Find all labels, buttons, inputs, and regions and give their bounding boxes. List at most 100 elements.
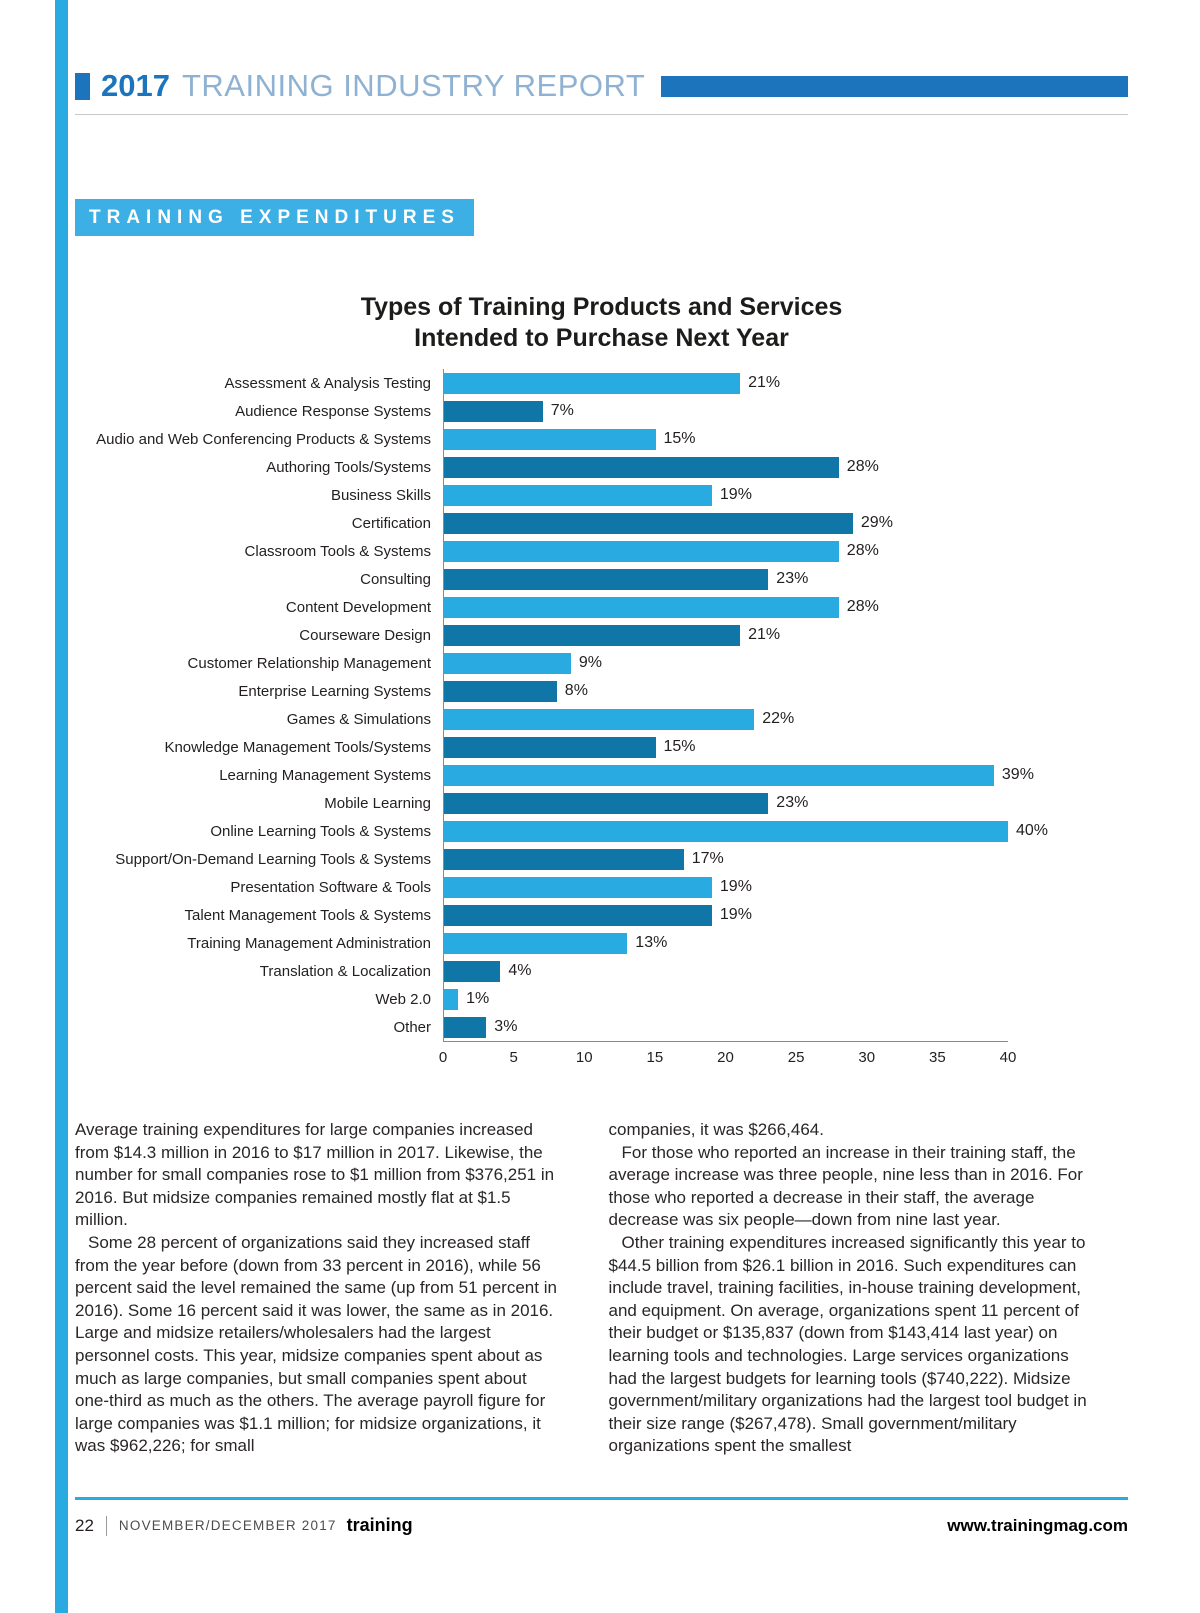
value-label: 23% (776, 570, 809, 587)
article-body: Average training expenditures for large … (75, 1119, 1128, 1458)
category-label: Classroom Tools & Systems (244, 542, 431, 560)
article-paragraph: Average training expenditures for large … (75, 1120, 555, 1230)
article-column-right: companies, it was $266,464. For those who… (609, 1119, 1095, 1458)
bar-track: 17% (443, 845, 1008, 873)
category-label: Online Learning Tools & Systems (210, 822, 431, 840)
bar (444, 708, 755, 730)
page-content: 2017 TRAINING INDUSTRY REPORT TRAINING E… (75, 0, 1128, 1458)
value-label: 29% (860, 514, 893, 531)
bar-track: 19% (443, 901, 1008, 929)
chart-row: Web 2.0 1% (75, 985, 1128, 1013)
value-label: 3% (494, 1018, 518, 1035)
bar (444, 680, 557, 702)
bar-track: 21% (443, 369, 1008, 397)
category-label: Audio and Web Conferencing Products & Sy… (96, 430, 431, 448)
chart-row: Presentation Software & Tools 19% (75, 873, 1128, 901)
category-label: Games & Simulations (286, 710, 431, 728)
bar-track: 15% (443, 733, 1008, 761)
value-label: 19% (719, 906, 752, 923)
bar-track: 13% (443, 929, 1008, 957)
value-label: 17% (691, 850, 724, 867)
bar (444, 400, 543, 422)
bar-track: 9% (443, 649, 1008, 677)
bar-track: 8% (443, 677, 1008, 705)
category-label: Translation & Localization (259, 962, 431, 980)
bar (444, 568, 769, 590)
section-badge: TRAINING EXPENDITURES (75, 199, 474, 236)
chart-row: Business Skills 19% (75, 481, 1128, 509)
x-axis-labels: 0 5 10 15 20 25 30 35 40 (439, 1049, 1017, 1069)
category-label: Support/On-Demand Learning Tools & Syste… (115, 850, 431, 868)
bar-track: 21% (443, 621, 1008, 649)
report-year: 2017 (101, 68, 170, 103)
training-purchases-bar-chart: Types of Training Products and Services … (75, 292, 1128, 1069)
chart-row: Audio and Web Conferencing Products & Sy… (75, 425, 1128, 453)
category-label: Knowledge Management Tools/Systems (164, 738, 431, 756)
category-label: Presentation Software & Tools (230, 878, 431, 896)
chart-row: Knowledge Management Tools/Systems 15% (75, 733, 1128, 761)
category-label: Authoring Tools/Systems (266, 458, 431, 476)
category-label: Training Management Administration (187, 934, 431, 952)
report-header: 2017 TRAINING INDUSTRY REPORT (75, 68, 1128, 115)
value-label: 28% (846, 598, 879, 615)
bar (444, 736, 656, 758)
bar-track: 29% (443, 509, 1008, 537)
bar-track: 19% (443, 481, 1008, 509)
chart-row: Content Development 28% (75, 593, 1128, 621)
value-label: 28% (846, 542, 879, 559)
value-label: 15% (663, 430, 696, 447)
category-label: Mobile Learning (324, 794, 431, 812)
bar (444, 652, 571, 674)
category-label: Talent Management Tools & Systems (184, 906, 431, 924)
bar (444, 372, 741, 394)
article-paragraph: companies, it was $266,464. (608, 1120, 824, 1139)
x-axis-tick-label: 30 (858, 1049, 876, 1066)
category-label: Enterprise Learning Systems (238, 682, 431, 700)
bar-track: 7% (443, 397, 1008, 425)
chart-row: Customer Relationship Management 9% (75, 649, 1128, 677)
footer-magazine-wordmark: training (346, 1515, 413, 1535)
chart-row: Assessment & Analysis Testing 21% (75, 369, 1128, 397)
article-paragraph: For those who reported an increase in th… (608, 1142, 1083, 1230)
value-label: 40% (1016, 822, 1049, 839)
value-label: 39% (1001, 766, 1034, 783)
category-label: Web 2.0 (375, 990, 431, 1008)
x-axis-tick-label: 15 (646, 1049, 664, 1066)
category-label: Business Skills (330, 486, 431, 504)
value-label: 19% (719, 486, 752, 503)
chart-row: Classroom Tools & Systems 28% (75, 537, 1128, 565)
article-paragraph: Some 28 percent of organizations said th… (75, 1232, 557, 1456)
footer-website: www.trainingmag.com (947, 1515, 1128, 1535)
bar (444, 540, 839, 562)
bar-track: 15% (443, 425, 1008, 453)
bar (444, 456, 839, 478)
header-rule-bar (661, 75, 1128, 97)
bar (444, 428, 656, 450)
footer-page-number: 22 (75, 1515, 94, 1535)
chart-title-line-1: Types of Training Products and Services (360, 293, 843, 321)
bar (444, 764, 994, 786)
bar-track: 23% (443, 565, 1008, 593)
value-label: 15% (663, 738, 696, 755)
chart-row: Talent Management Tools & Systems 19% (75, 901, 1128, 929)
value-label: 19% (719, 878, 752, 895)
bar-track: 23% (443, 789, 1008, 817)
chart-row: Games & Simulations 22% (75, 705, 1128, 733)
bar (444, 932, 628, 954)
chart-row: Mobile Learning 23% (75, 789, 1128, 817)
bar (444, 512, 853, 534)
value-label: 4% (508, 962, 532, 979)
chart-row: Training Management Administration 13% (75, 929, 1128, 957)
bar (444, 624, 741, 646)
page-footer: 22 NOVEMBER/DECEMBER 2017 training www.t… (75, 1497, 1128, 1536)
bar-track: 1% (443, 985, 1008, 1013)
bar (444, 484, 712, 506)
category-label: Customer Relationship Management (187, 654, 431, 672)
bar-track: 19% (443, 873, 1008, 901)
category-label: Certification (351, 514, 431, 532)
x-axis-tick-label: 40 (999, 1049, 1017, 1066)
x-axis-tick-label: 25 (787, 1049, 805, 1066)
chart-row: Enterprise Learning Systems 8% (75, 677, 1128, 705)
bar (444, 1016, 487, 1038)
chart-row: Online Learning Tools & Systems 40% (75, 817, 1128, 845)
